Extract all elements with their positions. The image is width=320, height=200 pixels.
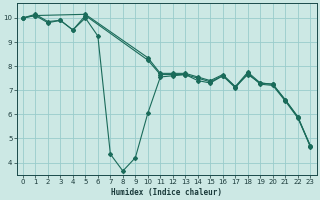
X-axis label: Humidex (Indice chaleur): Humidex (Indice chaleur) [111,188,222,197]
